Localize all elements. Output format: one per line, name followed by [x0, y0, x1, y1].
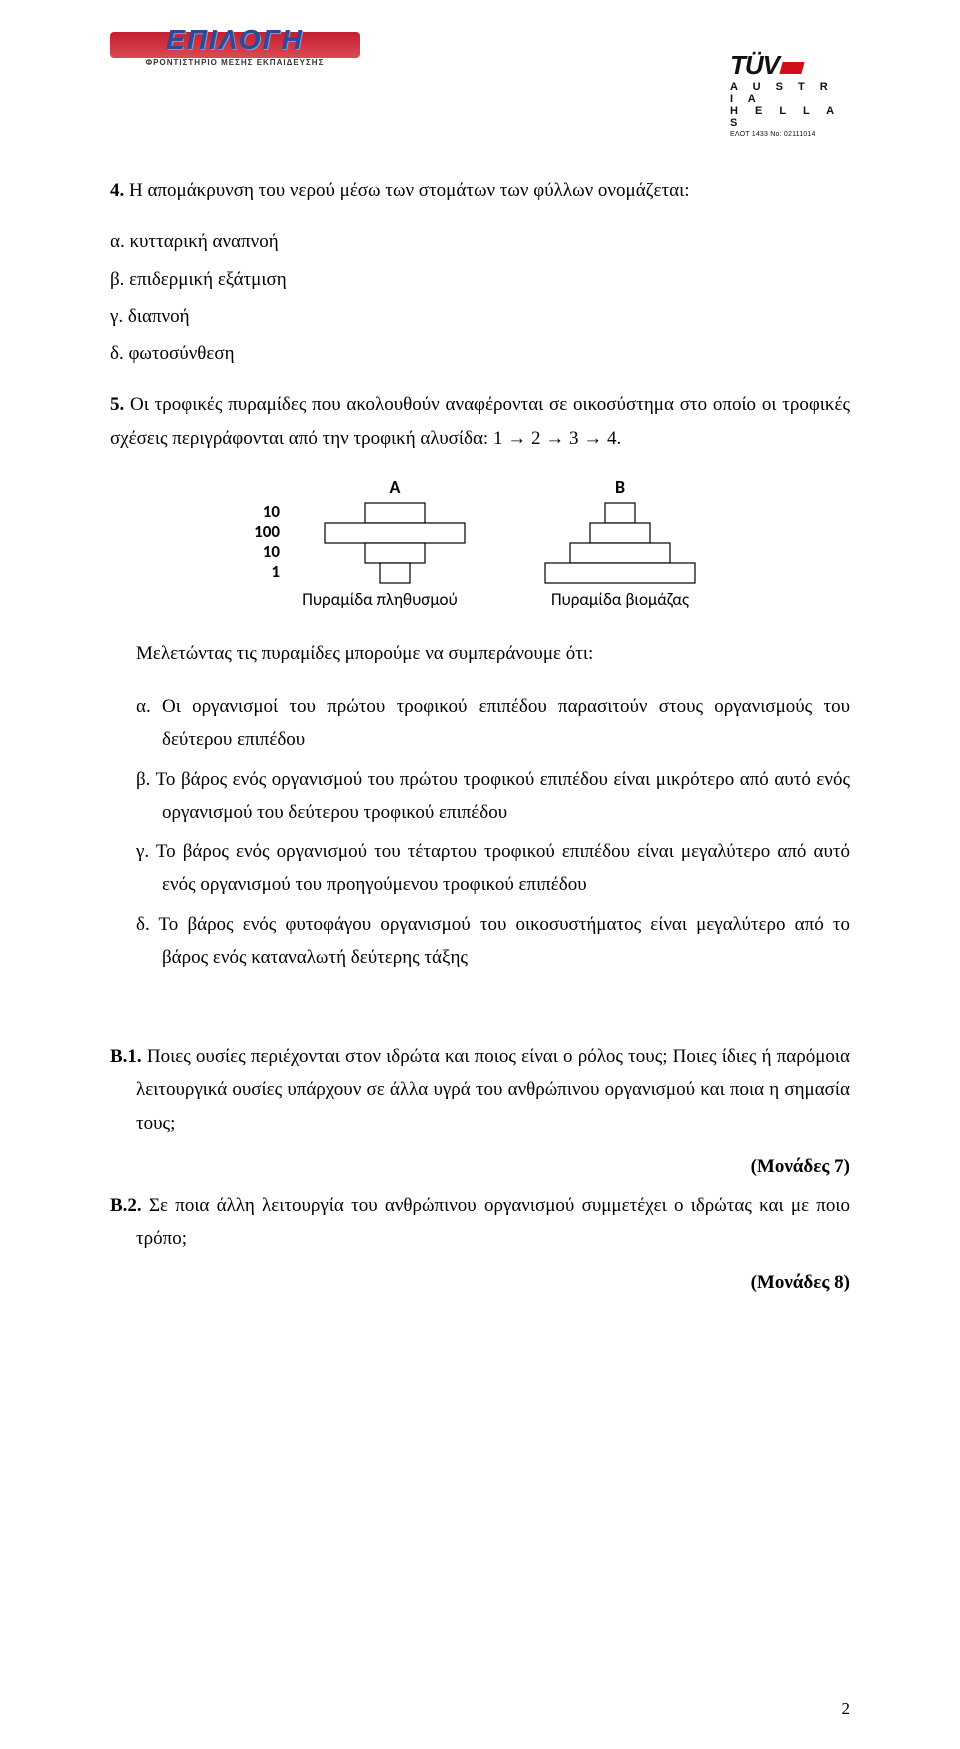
q4-opt-a: α. κυτταρική αναπνοή: [110, 225, 850, 258]
q4-stem: 4. Η απομάκρυνση του νερού μέσω των στομ…: [110, 174, 850, 207]
q5-opt-c: γ. Το βάρος ενός οργανισμού του τέταρτου…: [136, 835, 850, 902]
q5-text: Οι τροφικές πυραμίδες που ακολουθούν ανα…: [110, 394, 850, 448]
level-2: 100: [254, 521, 280, 542]
q4-opt-c: γ. διαπνοή: [110, 300, 850, 333]
pyrA-bar2: [325, 523, 465, 543]
pyrB-bar2: [590, 523, 650, 543]
q4-opt-d: δ. φωτοσύνθεση: [110, 337, 850, 370]
pyrA-bar1: [365, 503, 425, 523]
b1-text: Ποιες ουσίες περιέχονται στον ιδρώτα και…: [136, 1046, 850, 1134]
level-4: 1: [271, 561, 280, 582]
b1-points: (Μονάδες 7): [110, 1150, 850, 1183]
tuv-text: TÜV: [730, 50, 779, 81]
fig-caption-a: Πυραμίδα πληθυσμού: [302, 589, 457, 610]
tuv-mark-icon: [779, 62, 804, 74]
pyrB-bar1: [605, 503, 635, 523]
q5-lead: Μελετώντας τις πυραμίδες μπορούμε να συμ…: [136, 637, 850, 670]
b2-points: (Μονάδες 8): [110, 1266, 850, 1299]
b2-stem: Β.2. Σε ποια άλλη λειτουργία του ανθρώπι…: [110, 1189, 850, 1256]
pyrB-bar3: [570, 543, 670, 563]
q5-stem: 5. Οι τροφικές πυραμίδες που ακολουθούν …: [110, 388, 850, 455]
pyramid-figure: Α Β 10 100 10 1 Πυραμίδα πληθυσμού: [220, 473, 740, 613]
logo-left-subtitle: ΦΡΟΝΤΙΣΤΗΡΙΟ ΜΕΣΗΣ ΕΚΠΑΙΔΕΥΣΗΣ: [110, 58, 360, 67]
fig-title-b: Β: [615, 476, 625, 498]
q4-text: Η απομάκρυνση του νερού μέσω των στομάτω…: [124, 180, 689, 201]
body: 4. Η απομάκρυνση του νερού μέσω των στομ…: [110, 174, 850, 1299]
q5-num: 5.: [110, 394, 124, 415]
pyrB-bar4: [545, 563, 695, 583]
b2-num: Β.2.: [110, 1195, 142, 1216]
tuv-hellas: H E L L A S: [730, 105, 850, 129]
q5-opt-d: δ. Το βάρος ενός φυτοφάγου οργανισμού το…: [136, 908, 850, 975]
fig-title-a: Α: [390, 476, 401, 498]
level-3: 10: [263, 541, 281, 562]
q5-opt-a: α. Οι οργανισμοί του πρώτου τροφικού επι…: [136, 690, 850, 757]
header: ΕΠΙΛΟΓΗ ΦΡΟΝΤΙΣΤΗΡΙΟ ΜΕΣΗΣ ΕΚΠΑΙΔΕΥΣΗΣ T…: [110, 20, 850, 138]
tuv-austria: A U S T R I A: [730, 81, 850, 105]
q4-opt-b: β. επιδερμική εξάτμιση: [110, 263, 850, 296]
tuv-cert: ΕΛΟΤ 1433 Νο: 02111014: [730, 131, 850, 138]
fig-caption-b: Πυραμίδα βιομάζας: [551, 589, 689, 610]
page: ΕΠΙΛΟΓΗ ΦΡΟΝΤΙΣΤΗΡΙΟ ΜΕΣΗΣ ΕΚΠΑΙΔΕΥΣΗΣ T…: [0, 0, 960, 1749]
pyrA-bar3: [365, 543, 425, 563]
b1-num: Β.1.: [110, 1046, 142, 1067]
q5-options: α. Οι οργανισμοί του πρώτου τροφικού επι…: [136, 690, 850, 974]
q4-options: α. κυτταρική αναπνοή β. επιδερμική εξάτμ…: [110, 225, 850, 370]
q4-num: 4.: [110, 180, 124, 201]
pyrA-bar4: [380, 563, 410, 583]
logo-left-text: ΕΠΙΛΟΓΗ: [130, 24, 340, 56]
b1-stem: Β.1. Ποιες ουσίες περιέχονται στον ιδρώτ…: [110, 1040, 850, 1140]
b2-text: Σε ποια άλλη λειτουργία του ανθρώπινου ο…: [136, 1195, 850, 1249]
page-number: 2: [842, 1699, 851, 1719]
q5-opt-b: β. Το βάρος ενός οργανισμού του πρώτου τ…: [136, 763, 850, 830]
level-1: 10: [263, 501, 281, 522]
pyramid-svg: Α Β 10 100 10 1 Πυραμίδα πληθυσμού: [220, 473, 740, 613]
logo-epilogi: ΕΠΙΛΟΓΗ ΦΡΟΝΤΙΣΤΗΡΙΟ ΜΕΣΗΣ ΕΚΠΑΙΔΕΥΣΗΣ: [110, 20, 360, 80]
logo-tuv: TÜV A U S T R I A H E L L A S ΕΛΟΤ 1433 …: [730, 50, 850, 138]
